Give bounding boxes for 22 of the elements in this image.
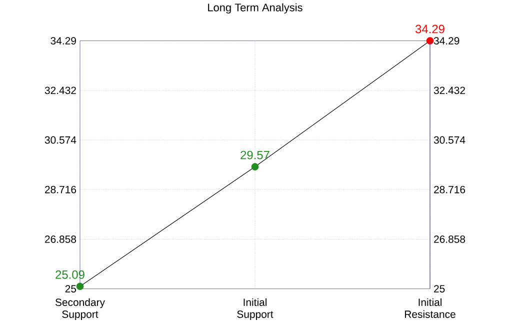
data-label: 29.57 (240, 150, 270, 160)
data-label: 25.09 (56, 270, 84, 279)
y2-tick-label: 26.858 (434, 236, 466, 243)
y-tick-label: 26.858 (45, 236, 76, 243)
y-tick-label: 30.574 (44, 136, 76, 144)
y2-tick-label: 34.29 (434, 37, 460, 45)
point (251, 163, 259, 171)
y2-tick-label: 28.716 (434, 186, 466, 194)
y2-tick-label: 25 (434, 285, 445, 293)
y-tick-label: 28.716 (45, 186, 76, 194)
y-tick-label: 34.29 (50, 37, 76, 45)
x-tick-label: Initial Resistance (404, 298, 456, 318)
y2-tick-label: 30.574 (434, 136, 466, 144)
chart-title: Long Term Analysis (208, 3, 302, 14)
y2-tick-label: 32.432 (434, 86, 465, 94)
y-tick-label: 32.432 (44, 86, 76, 94)
x-tick-label: Secondary Support (55, 298, 105, 320)
data-label: 34.29 (416, 24, 444, 34)
point (76, 282, 84, 290)
y-tick-label: 25 (65, 285, 76, 293)
x-tick-label: Initial Support (237, 298, 274, 320)
point (426, 37, 434, 45)
